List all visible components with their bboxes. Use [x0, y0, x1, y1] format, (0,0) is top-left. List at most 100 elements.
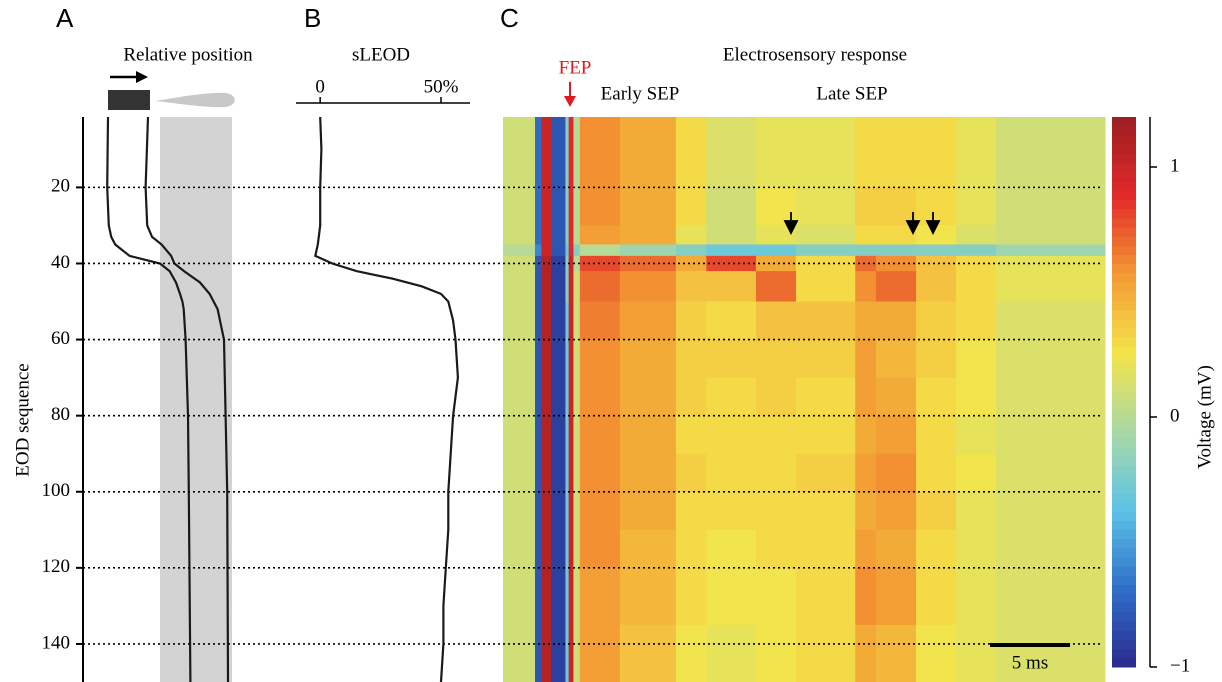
heat-cell: [619, 271, 677, 303]
heat-cell: [503, 244, 536, 257]
heat-cell: [573, 244, 581, 257]
colorbar-cell: [1112, 630, 1136, 640]
heat-cell: [956, 339, 997, 379]
colorbar-cell: [1112, 135, 1136, 145]
panel-title: sLEOD: [352, 44, 410, 65]
heat-cell: [619, 187, 677, 226]
heat-cell: [541, 624, 552, 682]
heat-cell: [535, 117, 542, 188]
heat-cell: [541, 244, 552, 257]
heat-cell: [675, 377, 707, 417]
colorbar-cell: [1112, 254, 1136, 265]
heat-cell: [706, 271, 757, 303]
heat-cell: [541, 225, 552, 245]
heat-cell: [551, 453, 566, 493]
colorbar-cell: [1112, 502, 1136, 512]
heat-cell: [568, 377, 574, 417]
heat-cell: [579, 339, 621, 379]
heat-cell: [675, 255, 707, 272]
heat-cell: [535, 529, 542, 569]
heat-cell: [619, 339, 677, 379]
heat-cell: [573, 339, 581, 379]
heat-cell: [503, 415, 536, 455]
heat-cell: [573, 377, 581, 417]
heat-cell: [876, 624, 917, 682]
heat-cell: [573, 225, 581, 245]
heat-cell: [876, 453, 917, 493]
heat-cell: [996, 271, 1106, 303]
y-axis-label: EOD sequence: [12, 363, 33, 476]
heat-cell: [706, 453, 757, 493]
heat-cell: [573, 255, 581, 272]
heat-cell: [579, 117, 621, 188]
heat-cell: [535, 225, 542, 245]
heat-cell: [565, 271, 570, 303]
heat-cell: [795, 415, 856, 455]
heat-cell: [568, 301, 574, 341]
heat-cell: [706, 117, 757, 188]
heat-cell: [541, 271, 552, 303]
colorbar-cell: [1112, 648, 1136, 659]
colorbar-cell: [1112, 245, 1136, 255]
heat-cell: [568, 225, 574, 245]
heat-cell: [916, 453, 957, 493]
heat-cell: [535, 624, 542, 682]
heat-cell: [541, 117, 552, 188]
colorbar-cell: [1112, 566, 1136, 576]
heat-cell: [755, 415, 797, 455]
heat-cell: [573, 491, 581, 531]
heat-cell: [996, 187, 1106, 226]
colorbar-cell: [1112, 474, 1136, 485]
heat-cell: [876, 255, 917, 272]
colorbar-cell: [1112, 337, 1136, 347]
heat-cell: [541, 187, 552, 226]
colorbar-cell: [1112, 373, 1136, 384]
heat-cell: [541, 567, 552, 626]
heat-cell: [565, 255, 570, 272]
heat-cell: [996, 529, 1106, 569]
heat-cell: [568, 117, 574, 188]
heat-cell: [619, 491, 677, 531]
heat-cell: [568, 453, 574, 493]
heat-cell: [619, 453, 677, 493]
colorbar-cell: [1112, 126, 1136, 136]
heat-cell: [573, 415, 581, 455]
heat-cell: [755, 339, 797, 379]
heat-cell: [551, 301, 566, 341]
heat-cell: [996, 567, 1106, 626]
heat-cell: [706, 491, 757, 531]
panel-label: C: [500, 3, 519, 33]
heat-cell: [755, 453, 797, 493]
heat-cell: [551, 187, 566, 226]
heat-cell: [916, 415, 957, 455]
heat-cell: [541, 255, 552, 272]
heat-cell: [568, 187, 574, 226]
colorbar-cell: [1112, 181, 1136, 191]
object-icon: [108, 90, 150, 110]
direction-arrowhead: [136, 71, 148, 83]
heat-cell: [855, 187, 877, 226]
heat-cell: [855, 271, 877, 303]
colorbar-cell: [1112, 144, 1136, 155]
heat-cell: [675, 244, 707, 257]
heat-cell: [551, 491, 566, 531]
heat-cell: [795, 255, 856, 272]
heat-cell: [855, 255, 877, 272]
heat-cell: [565, 377, 570, 417]
colorbar-cell: [1112, 272, 1136, 283]
panel-label: B: [304, 3, 321, 33]
heat-cell: [795, 339, 856, 379]
heat-cell: [579, 255, 621, 272]
heat-cell: [876, 271, 917, 303]
heat-cell: [855, 491, 877, 531]
heat-cell: [916, 339, 957, 379]
heat-cell: [956, 301, 997, 341]
trace: [144, 116, 230, 682]
heat-cell: [565, 529, 570, 569]
heat-cell: [706, 567, 757, 626]
heat-cell: [855, 301, 877, 341]
heat-cell: [551, 529, 566, 569]
heat-cell: [855, 244, 877, 257]
heat-cell: [755, 301, 797, 341]
heat-cell: [916, 567, 957, 626]
